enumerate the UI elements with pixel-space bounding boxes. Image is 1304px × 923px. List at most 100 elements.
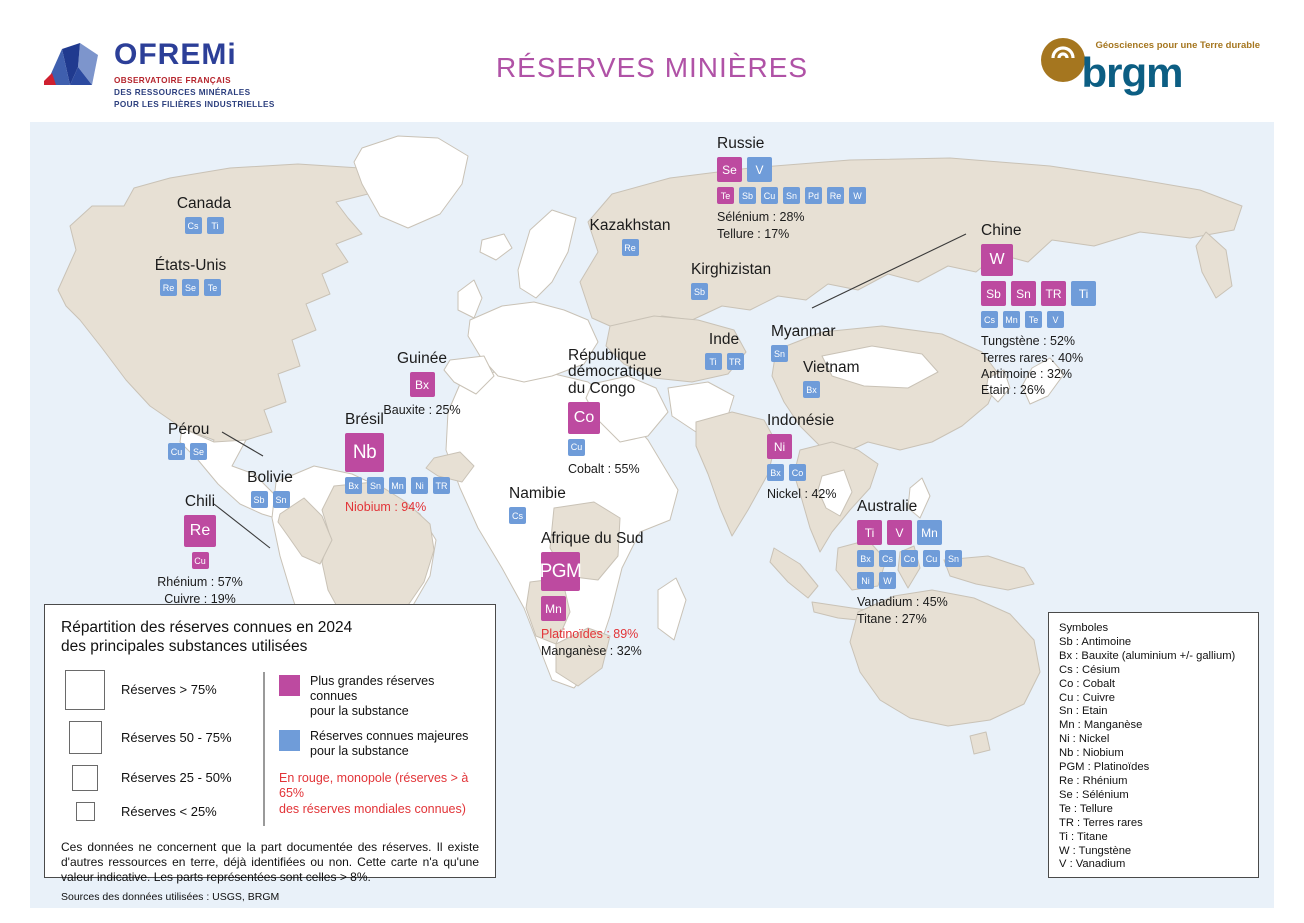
country-label: Chine (981, 222, 1022, 239)
mineral-square-cs: Cs (981, 311, 998, 329)
mineral-square-sb: Sb (250, 491, 268, 509)
country-label: Kazakhstan (589, 217, 671, 234)
mineral-row: Cs (509, 507, 566, 525)
symbols-line: Bx : Bauxite (aluminium +/- gallium) (1059, 649, 1236, 662)
land-philippines (907, 477, 931, 519)
mineral-square-sn: Sn (367, 477, 384, 495)
mineral-square-re: Re (621, 239, 639, 257)
mineral-square-w: W (879, 572, 896, 590)
mineral-row: Se V (717, 157, 866, 183)
mineral-square-ti: Ti (1071, 281, 1096, 307)
mineral-square-bx: Bx (767, 464, 784, 482)
land-uk (457, 279, 483, 319)
land-scandinavia (517, 209, 577, 299)
ofremi-subtitle-line1: OBSERVATOIRE FRANÇAIS (114, 76, 231, 85)
mineral-square-cs: Cs (509, 507, 526, 525)
legend-size-swatch (68, 720, 102, 754)
mineral-square-se: Se (717, 157, 742, 183)
country-stats: Nickel : 42% (767, 486, 836, 502)
symbols-line: PGM : Platinoïdes (1059, 761, 1150, 774)
legend-size-item: Réserves < 25% (61, 801, 257, 821)
mineral-row: Bx Cs Co Cu Sn (857, 550, 962, 568)
mineral-square-co: Co (901, 550, 918, 568)
symbols-line: Re : Rhénium (1059, 774, 1128, 787)
mineral-square-cs: Cs (184, 217, 202, 235)
mineral-square-bx: Bx (803, 381, 820, 399)
country-russie: Russie Se V Te Sb Cu Sn Pd Re W Sélénium : 28% Tell… (717, 135, 866, 242)
country-etats-unis: États-Unis Re Se Te (148, 257, 233, 297)
mineral-row: Mn (541, 596, 644, 622)
symbols-line: Co : Cobalt (1059, 677, 1115, 690)
mineral-row: Sb Sn (235, 491, 305, 509)
mineral-square-tr: TR (433, 477, 450, 495)
mineral-square-se: Se (190, 443, 207, 461)
land-thailand (817, 469, 853, 517)
country-guinee: Guinée Bx Bauxite : 25% (378, 350, 466, 419)
country-namibie: Namibie Cs (509, 485, 566, 525)
stat-line: Nickel : 42% (767, 487, 837, 502)
stat-line: Cuivre : 19% (164, 591, 236, 606)
stat-line: Antimoine : 32% (981, 366, 1073, 381)
symbols-line: Cu : Cuivre (1059, 691, 1115, 704)
legend-color-swatch (279, 674, 300, 696)
mineral-square-pd: Pd (805, 187, 822, 205)
mineral-row: Nb (345, 433, 450, 473)
legend-size-swatch (72, 764, 98, 791)
mineral-row: Sb Sn TR Ti (981, 281, 1096, 307)
country-kazakhstan: Kazakhstan Re (585, 217, 675, 257)
mineral-square-sb: Sb (691, 283, 708, 301)
land-south-africa (555, 627, 611, 687)
mineral-square-re: Re (160, 279, 177, 297)
legend-size-item: Réserves 50 - 75% (61, 720, 257, 754)
mineral-row: Ti V Mn (857, 520, 962, 546)
land-iberia (443, 355, 495, 395)
mineral-square-sn: Sn (783, 187, 800, 205)
mineral-square-sn: Sn (771, 345, 788, 363)
legend-footnote: Ces données ne concernent que la part do… (61, 839, 479, 884)
land-japan (1021, 357, 1065, 405)
mineral-row: Cs Mn Te V (981, 311, 1096, 329)
symbols-line: Cs : Césium (1059, 663, 1120, 676)
stat-line: Bauxite : 25% (383, 403, 461, 418)
mineral-square-sb: Sb (981, 281, 1006, 307)
mineral-row: Co (568, 401, 662, 434)
stat-line: Terres rares : 40% (981, 350, 1084, 365)
stat-line: Tellure : 17% (717, 226, 790, 241)
map: Russie Se V Te Sb Cu Sn Pd Re W Sélénium : 28% Tell… (30, 122, 1274, 908)
legend-size-label: Réserves 25 - 50% (121, 770, 232, 786)
country-stats: Sélénium : 28% Tellure : 17% (717, 209, 866, 242)
mineral-square-w: W (981, 244, 1013, 277)
mineral-square-sb: Sb (739, 187, 756, 205)
mineral-square-cs: Cs (879, 550, 896, 568)
stat-line: Etain : 26% (981, 383, 1045, 398)
legend-monopole-note: En rouge, monopole (réserves > à 65% des… (279, 770, 469, 816)
mineral-row: Te Sb Cu Sn Pd Re W (717, 187, 866, 205)
legend-size-swatch (75, 801, 95, 821)
symbols-line: Ti : Titane (1059, 830, 1108, 843)
mineral-row: Sb (691, 283, 771, 301)
ofremi-wordmark: OFREMi (114, 38, 237, 71)
legend-color-item: Plus grandes réserves connues pour la su… (279, 674, 479, 719)
country-label: Guinée (397, 350, 447, 367)
mineral-row: Cu Se (168, 443, 209, 461)
stat-line: Niobium : 94% (345, 500, 427, 515)
mineral-row: Ni (767, 434, 836, 460)
mineral-row: Re (152, 515, 248, 548)
country-label: États-Unis (154, 257, 227, 274)
legend-size-item: Réserves > 75% (61, 669, 257, 710)
mineral-square-ni: Ni (767, 434, 792, 460)
mineral-row: Cs Ti (164, 217, 244, 235)
mineral-square-se: Se (182, 279, 199, 297)
mineral-row: Ti TR (694, 353, 754, 371)
country-vietnam: Vietnam Bx (803, 359, 860, 399)
mineral-square-ni: Ni (857, 572, 874, 590)
ofremi-subtitle-line2: DES RESSOURCES MINÉRALES (114, 87, 251, 97)
mineral-square-nb: Nb (345, 433, 384, 473)
stat-line: Tungstène : 52% (981, 334, 1076, 349)
legend-box: Répartition des réserves connues en 2024… (44, 604, 496, 903)
brgm-logo: Géosciences pour une Terre durable brgm (1039, 36, 1260, 93)
mineral-square-cu: Cu (191, 552, 209, 570)
mineral-square-bx: Bx (857, 550, 874, 568)
mineral-square-tr: TR (726, 353, 744, 371)
ofremi-mark-icon (44, 43, 98, 85)
